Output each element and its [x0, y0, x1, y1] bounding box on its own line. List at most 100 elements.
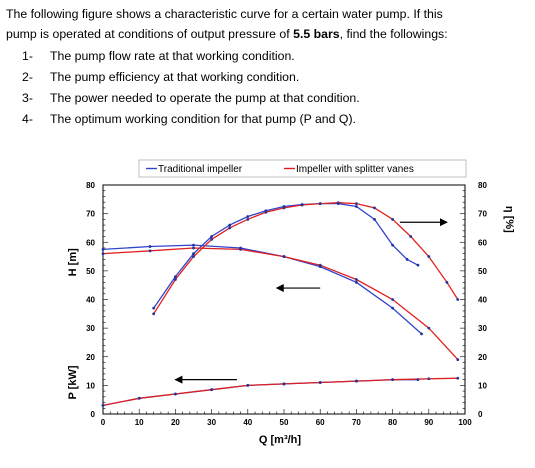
y-left-bottom-title: P [kW] — [67, 365, 79, 399]
legend-label: Impeller with splitter vanes — [296, 164, 414, 175]
data-point — [318, 381, 322, 384]
data-point — [174, 275, 177, 278]
data-point — [148, 249, 152, 253]
y-right-tick-label: 60 — [478, 238, 487, 247]
y-right-tick-label: 30 — [478, 324, 487, 333]
chart-axis-titles: Q [m³/h] H [m] P [kW] η [%] — [67, 206, 515, 446]
x-tick-label: 90 — [424, 418, 433, 427]
data-point — [355, 278, 358, 281]
data-point — [405, 258, 409, 261]
x-tick-label: 0 — [101, 418, 106, 427]
data-point — [391, 217, 394, 221]
data-point — [246, 215, 250, 218]
data-point — [101, 252, 105, 256]
data-point — [336, 201, 340, 205]
data-point — [192, 243, 195, 247]
question-item: 3- The power needed to operate the pump a… — [22, 88, 360, 109]
x-tick-label: 50 — [280, 418, 289, 427]
data-point — [174, 392, 177, 396]
data-point — [318, 202, 322, 206]
y-left-tick-label: 80 — [86, 181, 95, 190]
x-axis-title: Q [m³/h] — [259, 434, 301, 446]
data-point — [239, 248, 242, 251]
series-line — [102, 379, 418, 407]
x-tick-label: 20 — [171, 418, 180, 427]
data-point — [282, 255, 286, 258]
y-right-tick-label: 0 — [478, 410, 483, 419]
data-point — [192, 246, 195, 250]
data-point — [355, 379, 358, 383]
series-line — [102, 377, 458, 407]
data-point — [210, 388, 214, 392]
x-tick-label: 100 — [458, 418, 472, 427]
data-point — [427, 255, 431, 258]
y-right-tick-label: 50 — [478, 267, 487, 276]
data-point — [391, 243, 394, 247]
question-text: The pump efficiency at that working cond… — [50, 70, 300, 84]
data-point — [456, 376, 460, 380]
question-item: 4- The optimum working condition for that… — [22, 109, 360, 130]
series-line — [102, 247, 459, 361]
x-tick-label: 70 — [352, 418, 361, 427]
question-text: The pump flow rate at that working condi… — [50, 49, 295, 63]
data-point — [427, 326, 431, 330]
y-left-tick-label: 30 — [86, 324, 95, 333]
question-number: 3- — [22, 91, 33, 105]
question-list: 1- The pump flow rate at that working con… — [22, 46, 360, 130]
y-right-tick-label: 70 — [478, 210, 487, 219]
problem-line-2-post: , find the followings: — [339, 27, 448, 41]
chart-legend: Traditional impeller Impeller with splitt… — [138, 159, 467, 178]
data-point — [152, 306, 156, 310]
data-point — [391, 378, 394, 382]
y-left-tick-label: 40 — [86, 296, 95, 305]
x-tick-label: 10 — [135, 418, 144, 427]
data-point — [427, 377, 431, 381]
question-item: 2- The pump efficiency at that working co… — [22, 67, 360, 88]
data-point — [409, 235, 413, 238]
data-point — [373, 206, 376, 210]
data-point — [148, 245, 152, 248]
data-point — [355, 205, 358, 208]
data-point — [318, 263, 322, 267]
y-left-tick-label: 0 — [91, 410, 96, 419]
x-tick-label: 30 — [207, 418, 216, 427]
y-left-top-title: H [m] — [67, 248, 79, 276]
data-point — [264, 210, 268, 214]
y-left-tick-label: 50 — [86, 267, 95, 276]
data-point — [416, 378, 420, 382]
data-point — [246, 217, 250, 221]
y-right-title: η [%] — [503, 206, 515, 233]
x-tick-label: 80 — [388, 418, 397, 427]
question-number: 1- — [22, 49, 33, 63]
question-item: 1- The pump flow rate at that working con… — [22, 46, 360, 67]
x-tick-label: 60 — [316, 418, 325, 427]
data-point — [192, 255, 195, 258]
data-point — [300, 203, 304, 207]
data-point — [174, 278, 177, 281]
pump-characteristic-chart: Traditional impeller Impeller with splitt… — [67, 159, 515, 446]
data-point — [246, 383, 250, 387]
y-left-tick-label: 10 — [86, 381, 95, 390]
data-point — [101, 404, 105, 407]
data-point — [210, 235, 214, 238]
data-point — [152, 312, 156, 316]
y-left-tick-label: 60 — [86, 238, 95, 247]
legend-label: Traditional impeller — [158, 164, 243, 175]
problem-line-2: pump is operated at conditions of output… — [6, 24, 531, 44]
y-right-tick-label: 20 — [478, 353, 487, 362]
data-point — [228, 223, 232, 227]
data-point — [101, 248, 105, 251]
problem-statement: The following figure shows a characteris… — [6, 4, 531, 44]
pressure-value: 5.5 bars — [293, 27, 340, 41]
data-point — [416, 263, 420, 267]
data-point — [282, 206, 286, 210]
problem-line-1: The following figure shows a characteris… — [6, 7, 443, 21]
data-point — [456, 358, 460, 362]
data-point — [282, 382, 286, 386]
y-right-tick-label: 10 — [478, 381, 487, 390]
data-point — [373, 217, 376, 221]
data-point — [192, 252, 195, 256]
data-point — [391, 298, 394, 301]
y-right-tick-label: 80 — [478, 181, 487, 190]
y-left-tick-label: 20 — [86, 353, 95, 362]
